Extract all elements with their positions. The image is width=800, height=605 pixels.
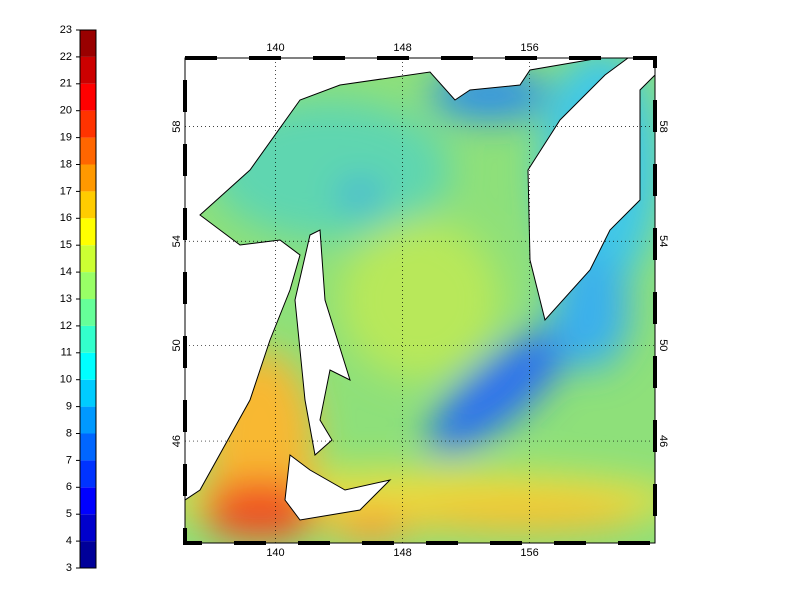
colorbar-band (80, 110, 96, 138)
colorbar-band (80, 460, 96, 488)
colorbar-band (80, 487, 96, 515)
lon-label-bottom: 148 (393, 547, 411, 559)
colorbar-label: 10 (60, 374, 72, 386)
colorbar-label: 17 (60, 185, 72, 197)
colorbar-band (80, 514, 96, 542)
sst-field (185, 58, 655, 543)
lat-label-right: 46 (657, 435, 669, 447)
colorbar-label: 13 (60, 293, 72, 305)
colorbar-label: 22 (60, 51, 72, 63)
colorbar-band (80, 218, 96, 246)
colorbar-band (80, 83, 96, 111)
colorbar-band (80, 379, 96, 407)
colorbar-label: 14 (60, 266, 72, 278)
colorbar-label: 16 (60, 212, 72, 224)
colorbar-band (80, 433, 96, 461)
lon-label-top: 140 (266, 42, 284, 54)
map-border (183, 56, 657, 545)
colorbar-label: 18 (60, 158, 72, 170)
lon-label-bottom: 140 (266, 547, 284, 559)
colorbar-band (80, 272, 96, 299)
colorbar-label: 8 (66, 427, 72, 439)
colorbar-band (80, 164, 96, 192)
lat-label-left: 46 (171, 435, 183, 447)
colorbar-band (80, 30, 96, 57)
lat-label-right: 54 (657, 235, 669, 247)
colorbar-label: 7 (66, 454, 72, 466)
colorbar-label: 4 (66, 535, 72, 547)
colorbar-band (80, 406, 96, 434)
colorbar-label: 5 (66, 508, 72, 520)
colorbar-band (80, 352, 96, 380)
colorbar-label: 12 (60, 320, 72, 332)
colorbar-band (80, 137, 96, 165)
colorbar-label: 15 (60, 239, 72, 251)
colorbar-label: 11 (61, 347, 72, 359)
colorbar-band (80, 56, 96, 84)
lat-label-right: 50 (657, 339, 669, 351)
lon-label-top: 148 (393, 42, 411, 54)
colorbar-band (80, 299, 96, 326)
lat-label-left: 50 (171, 339, 183, 351)
colorbar-label: 3 (66, 562, 72, 574)
colorbar-band (80, 191, 96, 219)
land (185, 58, 655, 521)
lon-label-top: 156 (520, 42, 538, 54)
colorbar-band (80, 325, 96, 353)
colorbar-label: 20 (60, 105, 72, 117)
lat-label-left: 58 (171, 120, 183, 132)
lat-label-right: 58 (657, 120, 669, 132)
colorbar-label: 19 (60, 132, 72, 144)
colorbar-label: 21 (60, 78, 72, 90)
lon-label-bottom: 156 (520, 547, 538, 559)
colorbar-band (80, 541, 96, 568)
colorbar-label: 23 (60, 24, 72, 36)
colorbar-label: 9 (66, 401, 72, 413)
colorbar-label: 6 (66, 481, 72, 493)
lat-label-left: 54 (171, 235, 183, 247)
colorbar-band (80, 245, 96, 273)
